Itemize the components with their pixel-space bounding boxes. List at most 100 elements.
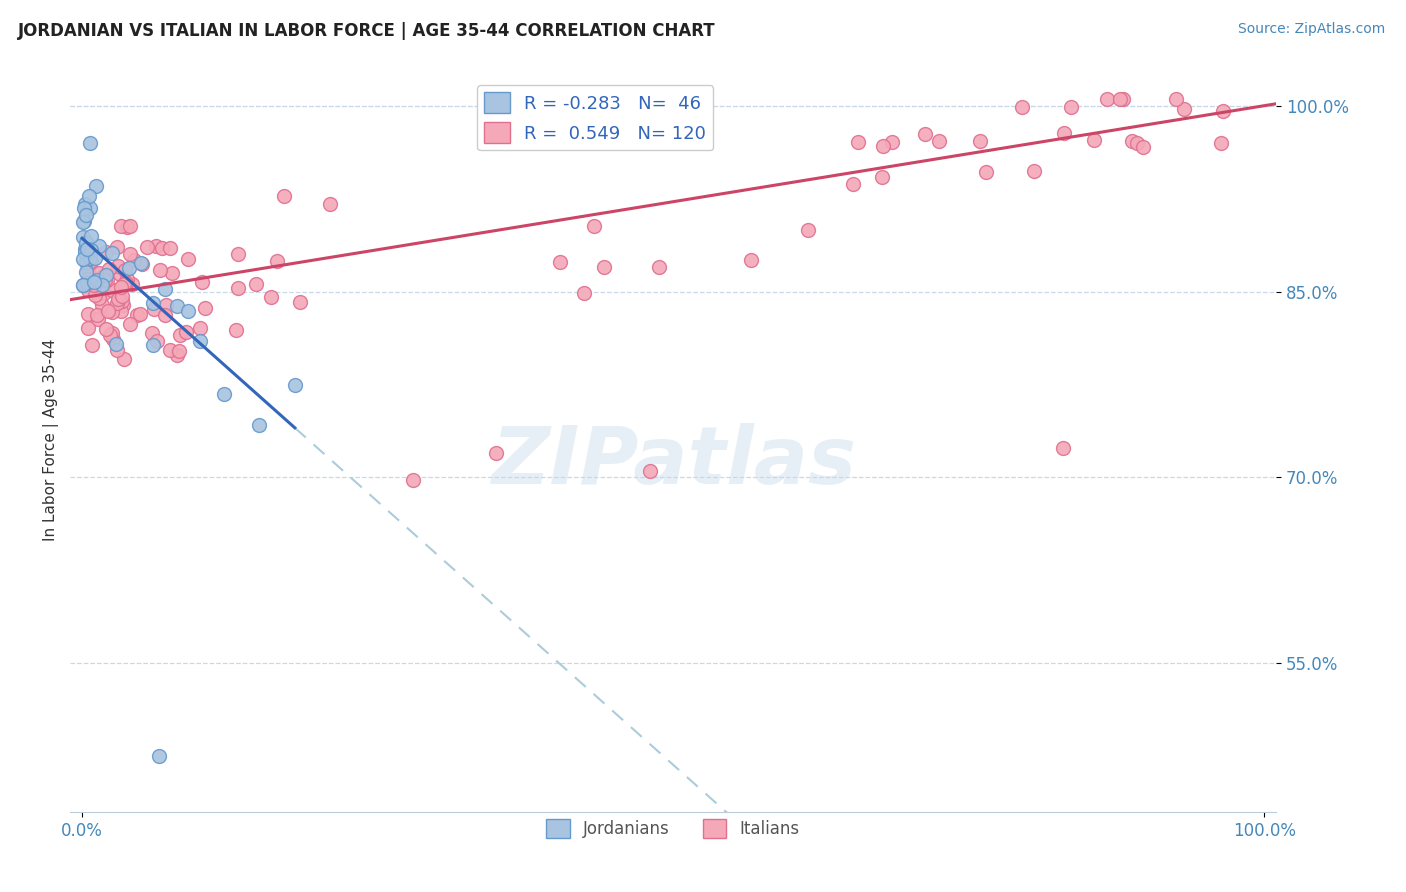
Point (1109, 93, 1132, 107)
Point (96, 304, 118, 318)
Point (107, 259, 129, 273)
Point (142, 338, 165, 352)
Text: Source: ZipAtlas.com: Source: ZipAtlas.com (1237, 22, 1385, 37)
Point (112, 297, 135, 311)
Point (111, 294, 134, 309)
Point (91, 298, 114, 312)
Point (73, 201, 96, 215)
Point (80, 276, 103, 290)
Point (166, 299, 188, 313)
Point (110, 304, 132, 318)
Y-axis label: In Labor Force | Age 35-44: In Labor Force | Age 35-44 (44, 339, 59, 541)
Point (319, 197, 342, 211)
Point (120, 219, 142, 234)
Point (928, 134, 950, 148)
Point (1126, 136, 1149, 150)
Point (141, 326, 163, 340)
Text: JORDANIAN VS ITALIAN IN LABOR FORCE | AGE 35-44 CORRELATION CHART: JORDANIAN VS ITALIAN IN LABOR FORCE | AG… (18, 22, 716, 40)
Point (194, 301, 217, 315)
Point (870, 170, 893, 185)
Point (153, 282, 176, 296)
Point (72, 252, 94, 266)
Point (73, 244, 96, 259)
Point (77, 272, 100, 286)
Point (648, 260, 671, 274)
Point (1121, 134, 1143, 148)
Point (969, 134, 991, 148)
Point (155, 298, 177, 312)
Point (80, 338, 103, 352)
Point (77, 244, 100, 259)
Point (79, 201, 101, 215)
Point (120, 247, 142, 261)
Point (127, 308, 149, 322)
Point (974, 165, 997, 179)
Point (107, 292, 129, 306)
Point (77, 261, 100, 276)
Point (273, 188, 295, 202)
Point (1060, 100, 1083, 114)
Point (75, 265, 97, 279)
Point (77, 321, 100, 335)
Point (84, 251, 107, 265)
Point (1052, 441, 1074, 455)
Point (225, 323, 247, 337)
Point (100, 246, 122, 260)
Point (1011, 100, 1033, 114)
Point (79, 136, 101, 150)
Point (162, 266, 184, 280)
Point (93, 286, 115, 301)
Point (105, 240, 128, 254)
Point (98, 261, 121, 276)
Point (94, 268, 117, 283)
Point (166, 348, 188, 362)
Point (159, 241, 181, 255)
Point (89, 266, 111, 280)
Point (121, 277, 143, 291)
Point (228, 281, 250, 295)
Point (142, 296, 165, 310)
Point (72, 214, 94, 228)
Point (75, 208, 97, 222)
Point (148, 263, 170, 277)
Point (108, 267, 131, 281)
Point (103, 331, 125, 345)
Point (1212, 103, 1234, 118)
Point (105, 337, 128, 351)
Point (118, 261, 141, 276)
Point (1209, 136, 1232, 150)
Point (91, 268, 114, 283)
Point (76, 242, 98, 256)
Point (131, 257, 153, 271)
Point (79, 252, 101, 266)
Point (80, 253, 103, 268)
Point (72, 230, 94, 244)
Point (797, 223, 820, 237)
Point (122, 253, 145, 268)
Point (177, 252, 200, 267)
Point (142, 301, 165, 316)
Point (83, 277, 105, 292)
Point (1132, 140, 1154, 154)
Point (583, 219, 606, 233)
Point (266, 254, 288, 268)
Point (1083, 133, 1105, 147)
Point (111, 289, 134, 303)
Point (120, 318, 142, 332)
Point (226, 247, 249, 261)
Point (100, 283, 122, 297)
Point (80, 229, 103, 244)
Point (86, 312, 108, 326)
Point (882, 136, 904, 150)
Point (90, 278, 112, 293)
Point (94, 322, 117, 336)
Point (112, 277, 135, 291)
Point (247, 417, 270, 432)
Point (86, 273, 108, 287)
Point (87, 239, 110, 253)
Point (96, 273, 118, 287)
Point (191, 275, 214, 289)
Point (169, 328, 191, 343)
Point (842, 178, 865, 192)
Point (117, 219, 139, 234)
